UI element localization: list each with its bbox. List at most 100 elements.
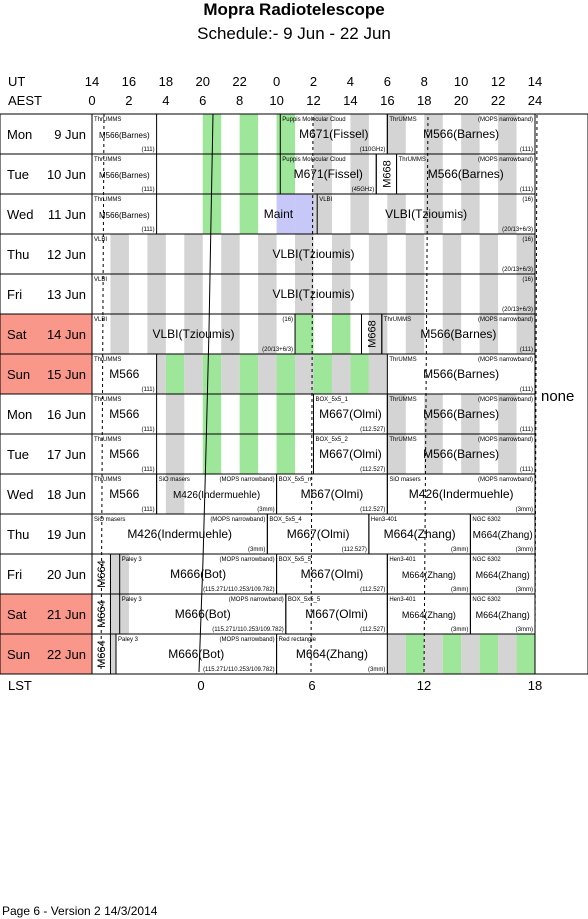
availability-bar <box>498 634 517 674</box>
block-frequency-label: (111) <box>520 187 533 193</box>
availability-bar <box>276 434 296 474</box>
availability-bar <box>202 434 222 474</box>
availability-bar <box>239 434 259 474</box>
availability-bar <box>516 234 535 274</box>
block-source-label: BOX_5x5_rr <box>279 477 312 483</box>
block-source-label: VLBI <box>94 237 107 243</box>
block-mode-label: (MOPS narrowband) <box>220 557 275 563</box>
block-frequency-label: (3mm) <box>257 507 274 513</box>
block-source-label: Paley 3 <box>122 597 143 603</box>
availability-bar <box>147 274 166 314</box>
day-of-week: Thu <box>7 247 29 262</box>
block-source-label: BOX_5x5_5 <box>288 597 321 603</box>
availability-bar <box>424 634 443 674</box>
project-label-vertical: M664 <box>96 640 108 668</box>
block-source-label: NGC 6302 <box>472 517 501 523</box>
day-label-cell <box>0 514 92 554</box>
availability-bar <box>276 114 296 154</box>
ut-tick-label: 12 <box>490 74 506 89</box>
availability-bar <box>387 114 406 154</box>
availability-bar <box>368 354 388 394</box>
block-source-label: BOX_5x5_1 <box>316 397 349 403</box>
block-frequency-label: (112.527) <box>360 467 385 473</box>
availability-bar <box>313 154 332 194</box>
project-label: M566 <box>109 487 139 501</box>
availability-bar <box>424 434 443 474</box>
project-label: M566(Barnes) <box>423 127 499 141</box>
block-source-label: VLBI <box>319 197 332 203</box>
block-source-label: ThrUMMS <box>94 197 121 203</box>
block-source-label: ThrUMMS <box>389 357 416 363</box>
availability-bar <box>258 354 277 394</box>
block-frequency-label: (20/13+6/3) <box>502 267 533 273</box>
availability-bar <box>368 274 388 314</box>
block-frequency-label: (115.271/110.253/109.782) <box>212 627 284 633</box>
availability-bar <box>313 194 332 234</box>
day-date: 20 Jun <box>47 567 86 582</box>
block-mode-label: (MOPS narrowband) <box>478 317 533 323</box>
block-frequency-label: (111) <box>141 467 154 473</box>
block-mode-label: (MOPS narrowband) <box>478 357 533 363</box>
availability-bar <box>258 234 277 274</box>
block-mode-label: (MOPS narrowband) <box>478 117 533 123</box>
availability-bar <box>479 274 499 314</box>
block-frequency-label: (111) <box>520 347 533 353</box>
availability-bar <box>498 434 517 474</box>
project-label: M666(Bot) <box>168 647 224 661</box>
aest-tick-label: 6 <box>199 93 207 108</box>
block-source-label: BOX_5x5_2 <box>316 437 349 443</box>
aest-tick-label: 10 <box>269 93 284 108</box>
block-frequency-label: (111) <box>520 427 533 433</box>
availability-bar <box>498 194 517 234</box>
lst-tick-label: 6 <box>308 678 316 693</box>
block-frequency-label: (112.527) <box>360 587 385 593</box>
availability-bar <box>165 474 185 514</box>
project-label: M667(Olmi) <box>319 407 382 421</box>
block-mode-label: (16) <box>522 197 533 203</box>
availability-bar <box>442 234 462 274</box>
project-label: M566 <box>109 367 139 381</box>
availability-bar <box>331 354 351 394</box>
aest-tick-label: 8 <box>236 93 244 108</box>
aest-tick-label: 12 <box>306 93 321 108</box>
day-date: 12 Jun <box>47 247 86 262</box>
block-source-label: Puppis Molecular Cloud <box>282 157 345 163</box>
day-date: 11 Jun <box>48 207 86 222</box>
day-label-cell <box>0 634 92 674</box>
availability-bar <box>184 354 203 394</box>
availability-bar <box>424 114 443 154</box>
project-label: VLBI(Tzioumis) <box>272 247 354 261</box>
day-label-cell <box>0 314 92 354</box>
block-frequency-label: (45GHz) <box>352 187 375 193</box>
block-mode-label: (MOPS narrowband) <box>220 477 275 483</box>
ut-tick-label: 20 <box>195 74 210 89</box>
availability-bar <box>405 314 425 354</box>
block-source-label: ThrUMMS <box>94 117 121 123</box>
availability-bar <box>110 634 116 674</box>
day-date: 17 Jun <box>47 447 86 462</box>
project-label: M566(Barnes) <box>420 327 496 341</box>
availability-bar <box>276 394 296 434</box>
day-label-cell <box>0 234 92 274</box>
block-source-label: BOX_5x5_4 <box>269 517 302 523</box>
project-label: M664(Zhang) <box>402 570 456 580</box>
availability-bar <box>498 394 517 434</box>
day-date: 16 Jun <box>47 407 86 422</box>
project-label: M566(Barnes) <box>99 211 150 220</box>
project-label: M426(Indermuehle) <box>173 490 260 501</box>
project-label: M667(Olmi) <box>301 567 364 581</box>
availability-bar <box>221 274 240 314</box>
project-label: M426(Indermuehle) <box>409 487 514 501</box>
aest-tick-label: 20 <box>453 93 469 108</box>
block-source-label: Paley 3 <box>118 637 139 643</box>
availability-bar <box>202 194 222 234</box>
day-of-week: Wed <box>7 487 34 502</box>
availability-bar <box>165 434 185 474</box>
block-frequency-label: (20/13+6/3) <box>502 227 533 233</box>
availability-bar <box>313 114 332 154</box>
availability-bar <box>276 354 296 394</box>
day-label-cell <box>0 554 92 594</box>
project-label: VLBI(Tzioumis) <box>153 327 235 341</box>
lst-marker-line <box>423 113 429 673</box>
